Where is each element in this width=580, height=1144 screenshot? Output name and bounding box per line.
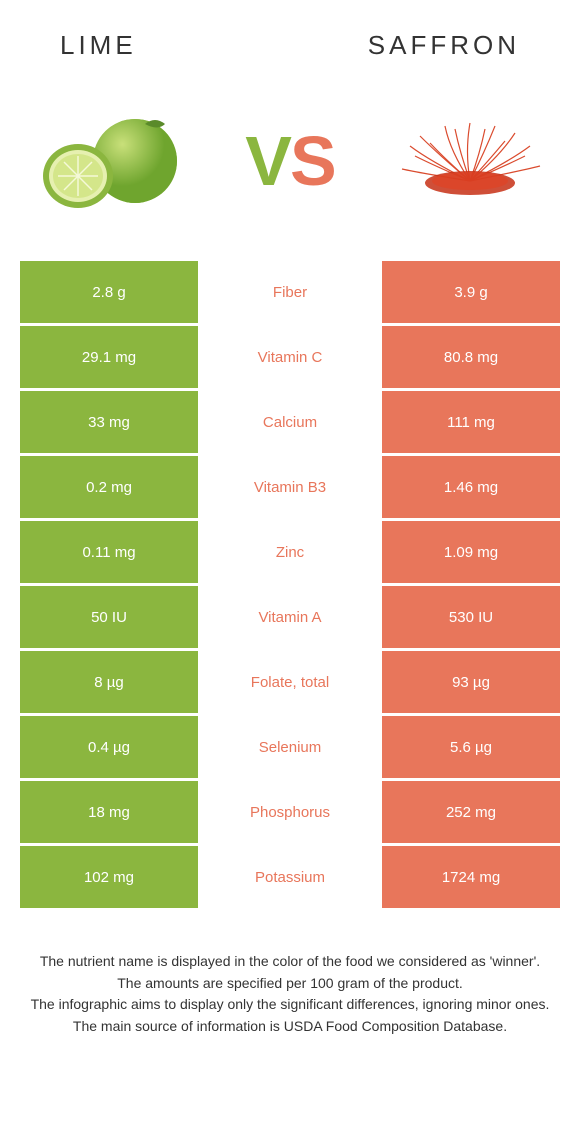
value-left: 0.2 mg — [20, 456, 198, 518]
value-right: 3.9 g — [382, 261, 560, 323]
value-right: 1724 mg — [382, 846, 560, 908]
table-row: 50 IUVitamin A530 IU — [20, 586, 560, 648]
value-left: 0.4 µg — [20, 716, 198, 778]
nutrient-name: Fiber — [201, 261, 379, 323]
header: Lime Saffron — [0, 0, 580, 71]
lime-image — [30, 101, 190, 221]
nutrient-name: Potassium — [201, 846, 379, 908]
value-right: 5.6 µg — [382, 716, 560, 778]
nutrient-name: Selenium — [201, 716, 379, 778]
value-right: 80.8 mg — [382, 326, 560, 388]
title-right: Saffron — [368, 30, 520, 61]
value-left: 50 IU — [20, 586, 198, 648]
nutrient-name: Phosphorus — [201, 781, 379, 843]
value-right: 111 mg — [382, 391, 560, 453]
value-right: 530 IU — [382, 586, 560, 648]
saffron-icon — [390, 111, 550, 211]
value-left: 2.8 g — [20, 261, 198, 323]
table-row: 18 mgPhosphorus252 mg — [20, 781, 560, 843]
value-right: 93 µg — [382, 651, 560, 713]
value-left: 8 µg — [20, 651, 198, 713]
table-row: 2.8 gFiber3.9 g — [20, 261, 560, 323]
value-left: 0.11 mg — [20, 521, 198, 583]
nutrient-name: Calcium — [201, 391, 379, 453]
lime-icon — [30, 106, 190, 216]
comparison-table: 2.8 gFiber3.9 g29.1 mgVitamin C80.8 mg33… — [0, 261, 580, 908]
vs-label: VS — [245, 121, 334, 201]
value-right: 252 mg — [382, 781, 560, 843]
value-left: 18 mg — [20, 781, 198, 843]
table-row: 29.1 mgVitamin C80.8 mg — [20, 326, 560, 388]
table-row: 102 mgPotassium1724 mg — [20, 846, 560, 908]
value-right: 1.46 mg — [382, 456, 560, 518]
vs-v: V — [245, 121, 290, 201]
nutrient-name: Vitamin C — [201, 326, 379, 388]
nutrient-name: Folate, total — [201, 651, 379, 713]
footnotes: The nutrient name is displayed in the co… — [0, 911, 580, 1038]
saffron-image — [390, 101, 550, 221]
footnote-3: The infographic aims to display only the… — [30, 994, 550, 1016]
vs-s: S — [290, 121, 335, 201]
footnote-2: The amounts are specified per 100 gram o… — [30, 973, 550, 995]
value-right: 1.09 mg — [382, 521, 560, 583]
hero: VS — [0, 71, 580, 261]
table-row: 0.4 µgSelenium5.6 µg — [20, 716, 560, 778]
footnote-1: The nutrient name is displayed in the co… — [30, 951, 550, 973]
table-row: 8 µgFolate, total93 µg — [20, 651, 560, 713]
table-row: 33 mgCalcium111 mg — [20, 391, 560, 453]
nutrient-name: Vitamin A — [201, 586, 379, 648]
table-row: 0.11 mgZinc1.09 mg — [20, 521, 560, 583]
nutrient-name: Zinc — [201, 521, 379, 583]
title-left: Lime — [60, 30, 137, 61]
value-left: 33 mg — [20, 391, 198, 453]
nutrient-name: Vitamin B3 — [201, 456, 379, 518]
value-left: 29.1 mg — [20, 326, 198, 388]
footnote-4: The main source of information is USDA F… — [30, 1016, 550, 1038]
table-row: 0.2 mgVitamin B31.46 mg — [20, 456, 560, 518]
value-left: 102 mg — [20, 846, 198, 908]
